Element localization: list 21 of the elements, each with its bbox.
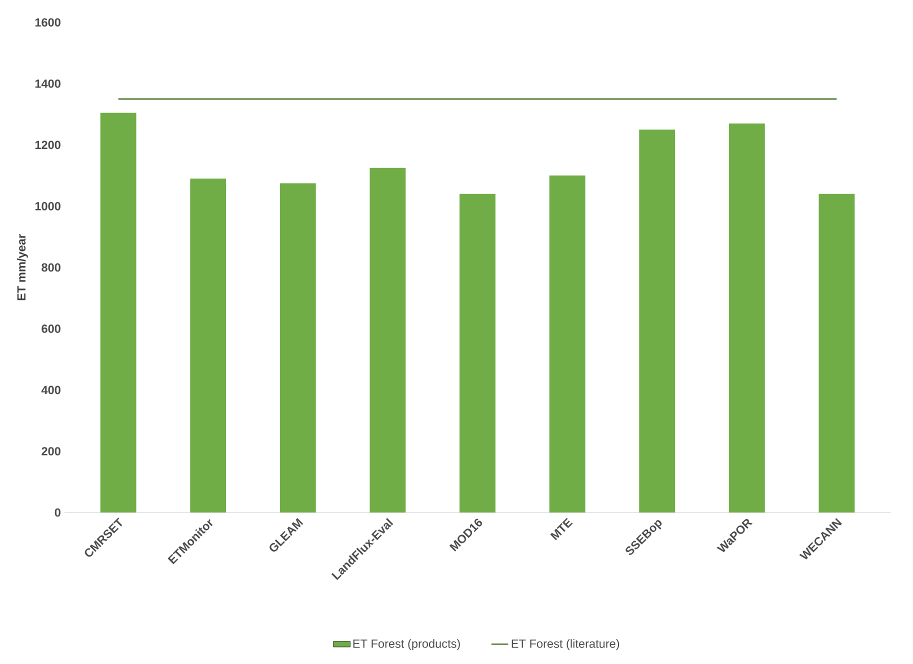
legend-label: ET Forest (literature)	[512, 639, 620, 650]
y-tick-label: 800	[42, 263, 60, 272]
y-tick-label: 1600	[35, 18, 60, 27]
y-tick-label: 0	[54, 508, 60, 517]
bar	[728, 124, 765, 513]
bar	[639, 130, 676, 513]
bar	[818, 194, 855, 513]
bar	[370, 168, 406, 513]
y-tick-label: 200	[42, 447, 60, 456]
y-tick-label: 1000	[35, 202, 60, 210]
bar	[549, 176, 586, 513]
y-axis-title: ET mm/year	[16, 234, 28, 300]
bar	[460, 194, 496, 513]
bar	[190, 178, 226, 513]
y-tick-label: 1200	[35, 140, 60, 150]
bar	[100, 112, 136, 513]
y-tick-label: 600	[42, 324, 60, 334]
legend-label: ET Forest (products)	[353, 639, 460, 650]
y-tick-label: 1400	[35, 80, 60, 88]
y-tick-label: 400	[41, 386, 60, 394]
bar	[280, 183, 316, 513]
